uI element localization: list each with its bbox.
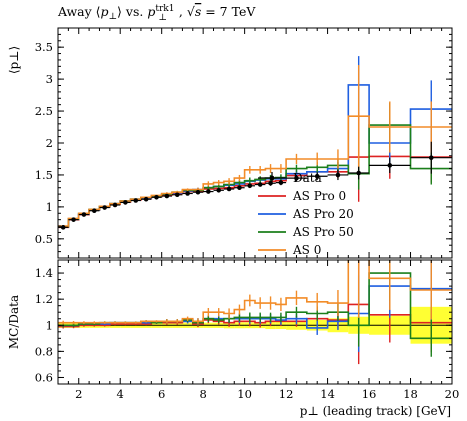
legend-label: AS 0 [292,243,321,257]
title-sep: , [179,4,187,19]
x-tick-label: 6 [158,387,165,401]
y-tick-label: 1 [46,200,53,214]
y-tick-label: 1 [46,318,53,332]
data-point [154,195,159,200]
data-point [257,182,263,187]
data-point [428,155,434,160]
ratio-as-pro-0 [58,260,452,365]
data-point [164,193,170,199]
data-point [123,200,128,205]
title-lead-var: p [147,4,155,19]
main-y-axis-label: ⟨p⊥⟩ [7,46,21,74]
series-as-0 [58,65,452,227]
data-point [356,170,361,176]
ratio-y-axis-label: MC/Data [7,295,21,349]
data-point [133,198,139,203]
series-step-line [58,115,452,227]
series-as-pro-20 [58,56,452,228]
data-point [206,189,211,194]
legend-label: Data [293,171,322,185]
ratio-panel: 2 4 6 8 10 12 14 16 18 20 0.6 0.8 1 1.2 1.4 [35,259,460,401]
data-point [143,196,149,202]
y-tick-label: 0.6 [35,370,53,384]
series-data [58,141,452,230]
data-point [91,208,97,214]
x-axis-label: p⊥ (leading track) [GeV] [300,404,451,418]
y-tick-label: 3.5 [35,40,53,54]
y-tick-label: 2.5 [35,104,53,118]
series-step-line [58,155,452,229]
x-tick-label: 2 [75,387,82,401]
y-tick-label: 2 [46,136,53,150]
x-tick-label: 20 [445,387,460,401]
data-point [278,180,284,185]
data-point [112,202,118,208]
ratio-as-0 [58,260,452,325]
legend-label: AS Pro 50 [292,225,354,239]
x-tick-label: 18 [403,387,418,401]
legend-marker [269,175,275,181]
ratio-step-line [58,303,452,328]
x-tick-label: 8 [199,387,206,401]
data-point [314,173,320,179]
title-mean-close: ⟩ [117,4,122,19]
title-mean-var: p [101,4,109,19]
series-step-line [58,124,452,228]
data-point [185,191,190,196]
data-point [247,183,253,189]
y-tick-label: 1.2 [35,292,53,306]
legend: Data AS Pro 0 AS Pro 20 AS Pro 50 AS 0 [258,171,354,257]
data-point [81,212,87,217]
legend-label: AS Pro 20 [292,207,354,221]
title-energy: = 7 TeV [201,4,256,19]
data-point [387,163,393,168]
data-point [237,185,242,191]
x-tick-label: 14 [320,387,335,401]
legend-label: AS Pro 0 [292,189,346,203]
ratio-as-pro-50 [58,260,452,357]
title-lead-sub: ⊥ [158,13,166,23]
data-point [71,217,76,222]
data-point [226,186,232,192]
data-point [335,172,341,178]
y-tick-label: 1.5 [35,168,53,182]
y-tick-label: 1.4 [35,266,53,280]
data-point [174,192,180,198]
title-lead-sup: trk1 [155,4,174,14]
main-panel: 0.5 1 1.5 2 2.5 3 3.5 [35,27,453,259]
title-s: s [195,4,201,19]
data-point [195,189,201,195]
x-tick-label: 12 [279,387,294,401]
data-point [216,187,222,193]
y-tick-label: 0.8 [35,344,53,358]
x-tick-label: 4 [117,387,124,401]
title-lead: Away [57,4,96,19]
x-tick-label: 16 [362,387,377,401]
chart-title: Away ⟨p⊥⟩ vs. ptrk1 ⊥, √s = 7 TeV [57,4,256,23]
data-point [294,175,299,181]
title-vs: vs. [122,4,147,19]
title-mean-open: ⟨ [96,4,101,19]
x-tick-label: 10 [237,387,252,401]
y-tick-label: 0.5 [35,232,53,246]
title-perp: ⊥ [109,12,117,22]
data-point [60,225,66,230]
data-point [102,205,107,210]
y-tick-label: 3 [46,72,53,86]
title-root: √ [187,4,195,19]
